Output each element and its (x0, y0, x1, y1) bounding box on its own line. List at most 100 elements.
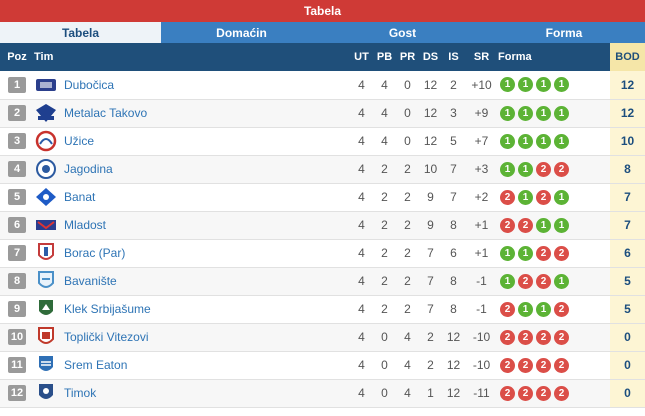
form-result-loss[interactable]: 2 (518, 357, 533, 373)
form-result-win[interactable]: 1 (518, 77, 533, 93)
team-name-link[interactable]: Jagodina (64, 162, 113, 176)
form-result-win[interactable]: 1 (500, 245, 515, 261)
team-name-link[interactable]: Timok (64, 386, 97, 400)
form-result-loss[interactable]: 2 (536, 161, 551, 177)
col-header-is[interactable]: IS (448, 51, 459, 63)
dubocica-logo-icon[interactable] (34, 74, 58, 96)
form-result-loss[interactable]: 2 (536, 385, 551, 401)
team-name-link[interactable]: Bavanište (64, 274, 117, 288)
toplicki-logo-icon[interactable] (34, 326, 58, 348)
team-name-link[interactable]: Dubočica (64, 77, 115, 92)
borac-logo-icon[interactable] (34, 242, 58, 264)
form-result-win[interactable]: 1 (518, 105, 533, 121)
uzice-logo-icon[interactable] (34, 130, 58, 152)
form-result-loss[interactable]: 2 (554, 245, 569, 261)
tab-gost[interactable]: Gost (388, 25, 417, 40)
form-result-win[interactable]: 1 (536, 133, 551, 149)
team-name-link[interactable]: Srem Eaton (64, 358, 128, 372)
klek-logo-icon[interactable] (34, 298, 58, 320)
form-result-loss[interactable]: 2 (500, 329, 515, 345)
form-result-loss[interactable]: 2 (518, 329, 533, 345)
form-result-win[interactable]: 1 (554, 133, 569, 149)
form-result-loss[interactable]: 2 (518, 385, 533, 401)
form-result-win[interactable]: 1 (500, 77, 515, 93)
form-result-loss[interactable]: 2 (536, 357, 551, 373)
form-result-loss[interactable]: 2 (536, 329, 551, 345)
form-result-win[interactable]: 1 (554, 273, 569, 289)
form-result-win[interactable]: 1 (536, 301, 551, 317)
form-result-win[interactable]: 1 (500, 161, 515, 177)
form-result-loss[interactable]: 2 (554, 301, 569, 317)
form-result-loss[interactable]: 2 (518, 217, 533, 233)
col-header-pr[interactable]: PR (399, 51, 416, 63)
col-header-bod[interactable]: BOD (610, 43, 645, 71)
form-result-win[interactable]: 1 (518, 301, 533, 317)
form-result-loss[interactable]: 2 (536, 189, 551, 205)
team-name-link[interactable]: Užice (64, 134, 95, 148)
form-result-win[interactable]: 1 (536, 105, 551, 121)
games-played-cell: 4 (358, 190, 365, 204)
tab-forma[interactable]: Forma (545, 25, 583, 40)
form-result-loss[interactable]: 2 (554, 357, 569, 373)
team-name-link[interactable]: Metalac Takovo (64, 106, 148, 120)
metalac-logo-icon[interactable] (34, 102, 58, 124)
form-result-win[interactable]: 1 (500, 273, 515, 289)
form-result-win[interactable]: 1 (554, 189, 569, 205)
form-result-loss[interactable]: 2 (500, 385, 515, 401)
form-result-loss[interactable]: 2 (554, 329, 569, 345)
team-name-link[interactable]: Borac (Par) (64, 246, 126, 260)
col-header-ut[interactable]: UT (354, 51, 369, 63)
form-result-win[interactable]: 1 (518, 161, 533, 177)
team-name-link[interactable]: Mladost (64, 218, 107, 232)
form-result-loss[interactable]: 2 (554, 385, 569, 401)
form-result-win[interactable]: 1 (554, 217, 569, 233)
form-result-win[interactable]: 1 (536, 217, 551, 233)
tab-domacin[interactable]: Domaćin (216, 25, 267, 40)
col-header-forma[interactable]: Forma (498, 51, 532, 63)
bavaniste-logo-icon[interactable] (34, 270, 58, 292)
col-header-sr[interactable]: SR (473, 51, 490, 63)
form-result-win[interactable]: 1 (518, 133, 533, 149)
form-result-loss[interactable]: 2 (536, 245, 551, 261)
form-result-win[interactable]: 1 (500, 133, 515, 149)
form-result-loss[interactable]: 2 (500, 301, 515, 317)
team-name-link[interactable]: Toplički Vitezovi (64, 330, 149, 344)
banat-logo-icon[interactable] (34, 186, 58, 208)
losses-cell: 0 (404, 77, 411, 92)
team-name-link[interactable]: Klek Srbijašume (64, 302, 151, 316)
col-header-ds[interactable]: DS (422, 51, 439, 63)
form-result-win[interactable]: 1 (554, 77, 569, 93)
form-result-loss[interactable]: 2 (500, 189, 515, 205)
tab-tabela[interactable]: Tabela (0, 22, 161, 43)
form-result-loss[interactable]: 2 (518, 273, 533, 289)
form-result-loss[interactable]: 2 (500, 357, 515, 373)
mladost-logo-icon[interactable] (34, 214, 58, 236)
form-result-loss[interactable]: 2 (536, 273, 551, 289)
col-header-pb[interactable]: PB (376, 51, 393, 63)
form-result-win[interactable]: 1 (518, 189, 533, 205)
col-header-tim[interactable]: Tim (34, 51, 54, 63)
form-result-win[interactable]: 1 (554, 105, 569, 121)
form-result-loss[interactable]: 2 (554, 161, 569, 177)
form-result-loss[interactable]: 2 (500, 217, 515, 233)
jagodina-logo-icon[interactable] (34, 158, 58, 180)
timok-logo-icon[interactable] (34, 382, 58, 404)
form-result-win[interactable]: 1 (536, 77, 551, 93)
form-result-win[interactable]: 1 (500, 105, 515, 121)
form-result-win[interactable]: 1 (518, 245, 533, 261)
team-name-link[interactable]: Banat (64, 190, 96, 204)
srem-logo-icon[interactable] (34, 354, 58, 376)
col-header-poz[interactable]: Poz (7, 51, 27, 63)
